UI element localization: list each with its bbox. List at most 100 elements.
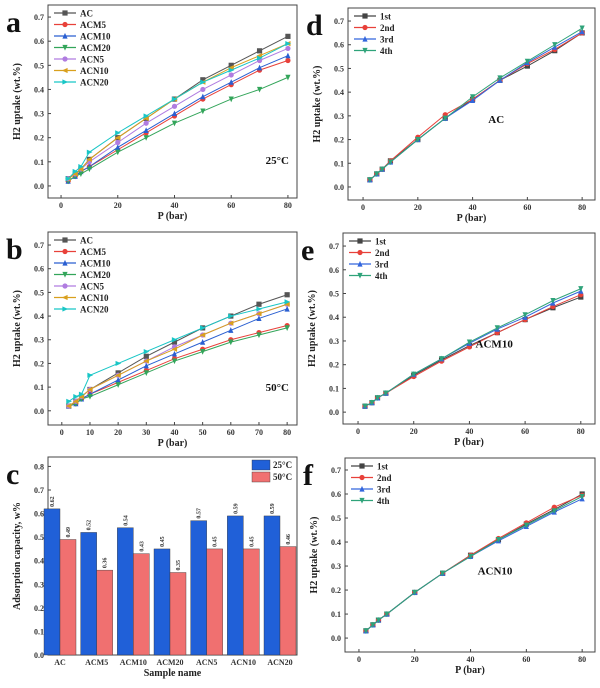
data-point — [285, 52, 291, 59]
data-point — [367, 177, 373, 183]
panel-annotation: 50°C — [266, 382, 289, 394]
x-tick-label: 60 — [227, 201, 235, 210]
y-tick-label: 0.7 — [331, 466, 341, 475]
bar-ACN10-25°C — [227, 515, 244, 656]
data-point — [387, 159, 394, 166]
data-point — [384, 611, 390, 618]
legend-label: ACN10 — [80, 66, 109, 76]
x-tick-label: 0 — [59, 201, 63, 210]
y-axis-label: H2 uptake (wt.%) — [12, 63, 23, 140]
y-tick-label: 0.6 — [329, 266, 339, 275]
data-label: 0.49 — [66, 527, 72, 538]
data-point — [87, 393, 93, 400]
data-point — [469, 94, 476, 100]
legend-marker — [62, 248, 68, 255]
legend-label: 1st — [380, 12, 391, 22]
data-point — [200, 79, 206, 85]
data-point — [284, 305, 290, 312]
data-point — [200, 108, 206, 115]
panel-letter: f — [303, 459, 314, 492]
legend-label: ACM20 — [80, 270, 111, 280]
panel-annotation: AC — [488, 114, 504, 126]
bar-ACN20-25°C — [263, 515, 281, 656]
bar-ACN20-50°C — [279, 546, 297, 656]
y-tick-label: 0.1 — [34, 383, 44, 392]
bar-AC-50°C — [59, 539, 77, 656]
category-label: ACM20 — [156, 658, 183, 667]
data-label: 0.46 — [286, 534, 292, 545]
panel-c: 0.0 0.1 0.2 0.3 0.4 0.5 0.6 0.7 0.8 Adsorption ca… — [6, 456, 298, 679]
y-axis-label: H2 uptake (wt.%) — [307, 290, 318, 367]
data-point — [200, 325, 206, 331]
y-tick-label: 0.7 — [334, 17, 344, 26]
series-4th — [367, 25, 585, 183]
x-tick-label: 60 — [523, 203, 531, 212]
data-point — [87, 372, 94, 378]
x-tick-label: 70 — [255, 428, 263, 437]
x-tick-label: 20 — [411, 655, 419, 664]
data-point — [171, 339, 178, 345]
legend-marker — [357, 238, 363, 244]
legend-label: ACN5 — [80, 55, 104, 65]
data-point — [255, 311, 262, 317]
data-point — [115, 382, 121, 388]
x-tick-label: 40 — [467, 655, 475, 664]
data-point — [143, 362, 149, 369]
data-point — [72, 398, 79, 404]
legend-marker — [359, 497, 365, 504]
data-point — [200, 93, 206, 100]
x-axis-label: P (bar) — [457, 213, 487, 224]
x-axis-label: P (bar) — [158, 438, 188, 449]
series-4th — [363, 493, 585, 634]
y-tick-label: 0.6 — [34, 510, 44, 519]
x-axis-label: P (bar) — [158, 211, 188, 222]
x-tick-label: 0 — [60, 428, 64, 437]
data-point — [78, 391, 85, 397]
y-tick-label: 0.3 — [34, 336, 44, 345]
category-label: ACN10 — [231, 658, 256, 667]
series-line — [365, 498, 583, 632]
x-tick-label: 80 — [578, 203, 586, 212]
legend-marker — [62, 79, 69, 85]
y-tick-label: 0.7 — [34, 13, 44, 22]
data-point — [143, 370, 149, 377]
y-tick-label: 0.3 — [34, 110, 44, 119]
panel-letter: e — [301, 234, 314, 267]
data-point — [551, 508, 557, 514]
category-label: AC — [54, 658, 66, 667]
y-tick-label: 0.4 — [329, 313, 339, 322]
x-tick-label: 20 — [414, 203, 422, 212]
series-1st — [362, 294, 584, 409]
y-tick-label: 0.4 — [334, 88, 344, 97]
data-point — [171, 110, 178, 117]
legend-label: AC — [80, 236, 93, 246]
x-tick-label: 60 — [227, 428, 235, 437]
data-point — [440, 570, 446, 577]
x-tick-label: 50 — [199, 428, 207, 437]
x-tick-label: 20 — [114, 201, 122, 210]
y-tick-label: 0.2 — [34, 604, 44, 613]
data-point — [285, 45, 291, 52]
series-line — [68, 327, 288, 407]
x-axis-label: P (bar) — [454, 437, 484, 448]
legend-marker — [61, 67, 68, 74]
y-tick-label: 0.5 — [34, 288, 44, 297]
series-2nd — [367, 30, 585, 183]
data-point — [171, 346, 178, 352]
legend-marker — [62, 56, 68, 62]
data-point — [171, 103, 178, 109]
y-tick-label: 0.2 — [331, 586, 341, 595]
y-axis-label: Adsorption capacity, w% — [12, 502, 23, 610]
x-tick-label: 40 — [170, 428, 178, 437]
data-point — [200, 339, 206, 345]
data-point — [228, 65, 234, 71]
x-tick-label: 80 — [283, 428, 291, 437]
data-point — [115, 144, 121, 150]
legend-label: 4th — [375, 271, 388, 281]
series-ACM20 — [65, 74, 291, 185]
panel-letter: d — [306, 9, 323, 42]
data-label: 0.57 — [197, 508, 203, 519]
y-tick-label: 0.4 — [34, 312, 44, 321]
data-label: 0.45 — [249, 536, 255, 547]
